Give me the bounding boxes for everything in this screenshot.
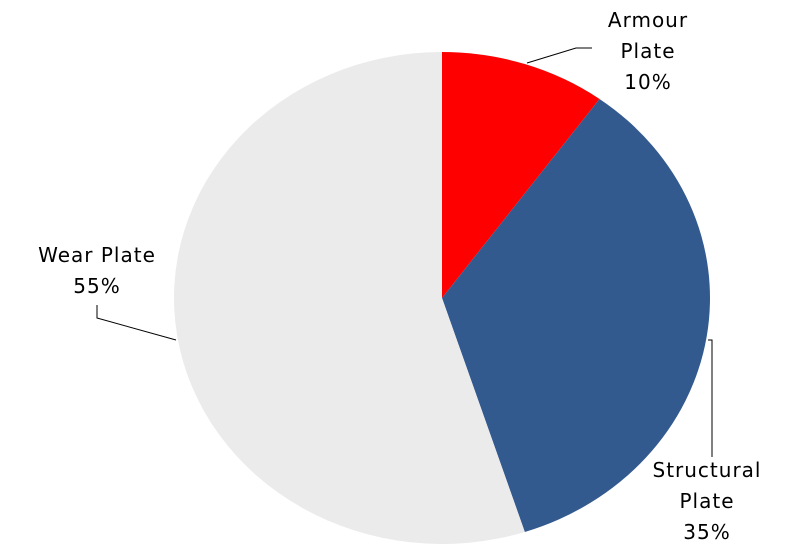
- pie-slice: [442, 98, 710, 532]
- value-label: 10%: [624, 70, 672, 94]
- pie-slice: [173, 52, 525, 544]
- slice-label: Structural Plate 35%: [637, 455, 777, 548]
- pie-slice: [442, 52, 600, 298]
- leader-line: [96, 305, 177, 341]
- category-label: Structural Plate: [652, 458, 762, 513]
- slice-label: Wear Plate 55%: [12, 240, 182, 302]
- category-label: Armour Plate: [607, 8, 689, 63]
- category-label: Wear Plate: [38, 243, 156, 267]
- value-label: 35%: [683, 520, 731, 544]
- leader-line: [526, 47, 592, 64]
- slice-label: Armour Plate 10%: [598, 5, 698, 98]
- value-label: 55%: [73, 274, 121, 298]
- leader-line: [708, 339, 713, 457]
